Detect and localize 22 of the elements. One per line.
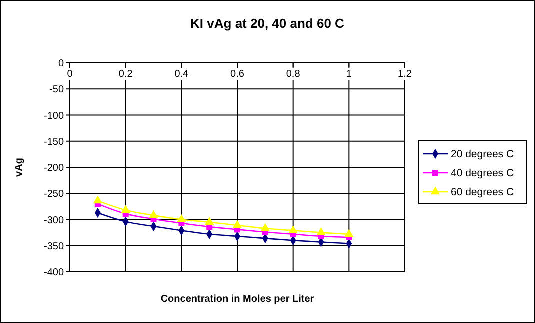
x-tick-label: 1: [346, 69, 352, 80]
legend-label: 60 degrees C: [451, 186, 514, 199]
x-tick-label: 0: [67, 69, 74, 80]
y-tick-label: -250: [44, 189, 64, 200]
y-tick-label: -200: [44, 163, 64, 174]
x-tick-label: 0.4: [174, 69, 190, 80]
y-axis-title: vAg: [14, 158, 25, 177]
y-tick-label: -100: [44, 110, 64, 122]
x-tick-label: 0.2: [118, 69, 134, 80]
y-tick-label: -400: [44, 268, 64, 278]
y-tick-label: 0: [58, 58, 64, 70]
y-tick-label: -300: [44, 215, 64, 226]
y-tick-label: -150: [44, 136, 64, 148]
y-tick-label: -50: [50, 84, 64, 96]
x-tick-label: 1.2: [398, 69, 412, 80]
y-tick-label: -350: [44, 241, 64, 252]
x-tick-label: 0.8: [286, 69, 301, 80]
legend-label: 40 degrees C: [451, 168, 514, 180]
legend-label: 20 degrees C: [451, 148, 514, 161]
x-tick-label: 0.6: [230, 69, 245, 80]
x-axis-title: Concentration in Moles per Liter: [160, 294, 314, 305]
chart-title: KI vAg at 20, 40 and 60 C: [190, 16, 346, 31]
